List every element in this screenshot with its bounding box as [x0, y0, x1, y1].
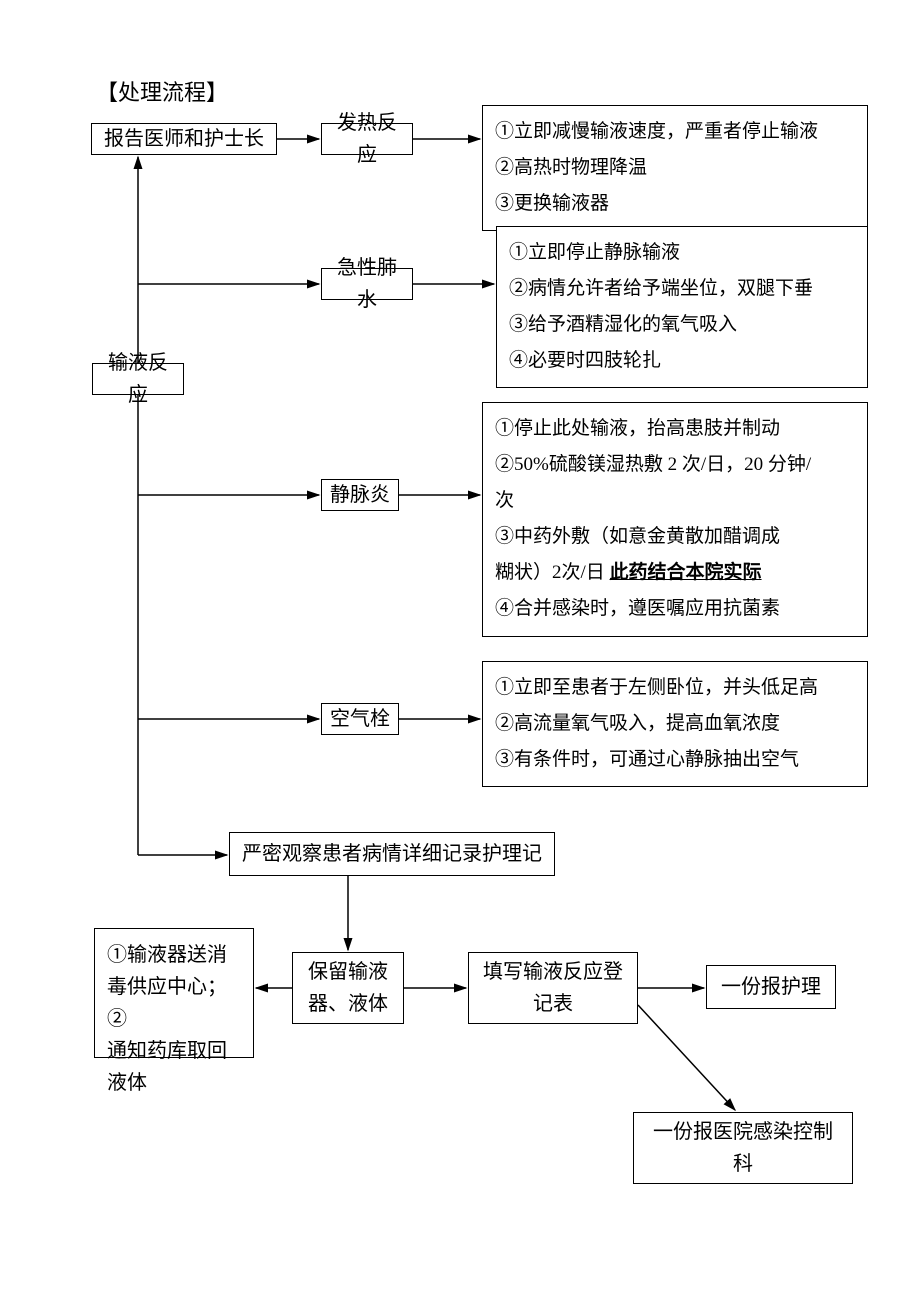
- detail-air: ①立即至患者于左侧卧位，并头低足高 ②高流量氧气吸入，提高血氧浓度 ③有条件时，…: [482, 661, 868, 787]
- node-air: 空气栓: [321, 703, 399, 735]
- detail-lung: ①立即停止静脉输液 ②病情允许者给予端坐位，双腿下垂 ③给予酒精湿化的氧气吸入 …: [496, 226, 868, 388]
- node-report: 报告医师和护士长: [91, 123, 277, 155]
- node-observe: 严密观察患者病情详细记录护理记: [229, 832, 555, 876]
- detail-phlebitis: ①停止此处输液，抬高患肢并制动 ②50%硫酸镁湿热敷 2 次/日，20 分钟/ …: [482, 402, 868, 637]
- node-lung: 急性肺水: [321, 268, 413, 300]
- detail-phlebitis-underline: 此药结合本院实际: [610, 562, 762, 583]
- node-register: 填写输液反应登 记表: [468, 952, 638, 1024]
- node-nursing: 一份报护理: [706, 965, 836, 1009]
- detail-fever: ①立即减慢输液速度，严重者停止输液 ②高热时物理降温 ③更换输液器: [482, 105, 868, 231]
- detail-phlebitis-part2: ④合并感染时，遵医嘱应用抗菌素: [495, 598, 780, 619]
- node-infection: 一份报医院感染控制 科: [633, 1112, 853, 1184]
- page-title: 【处理流程】: [96, 75, 228, 107]
- node-start: 输液反应: [92, 363, 184, 395]
- node-preserve: 保留输液 器、液体: [292, 952, 404, 1024]
- node-disinfect: ①输液器送消 毒供应中心；② 通知药库取回 液体: [94, 928, 254, 1058]
- node-fever: 发热反应: [321, 123, 413, 155]
- node-phlebitis: 静脉炎: [321, 479, 399, 511]
- detail-phlebitis-part1: ①停止此处输液，抬高患肢并制动 ②50%硫酸镁湿热敷 2 次/日，20 分钟/ …: [495, 418, 811, 583]
